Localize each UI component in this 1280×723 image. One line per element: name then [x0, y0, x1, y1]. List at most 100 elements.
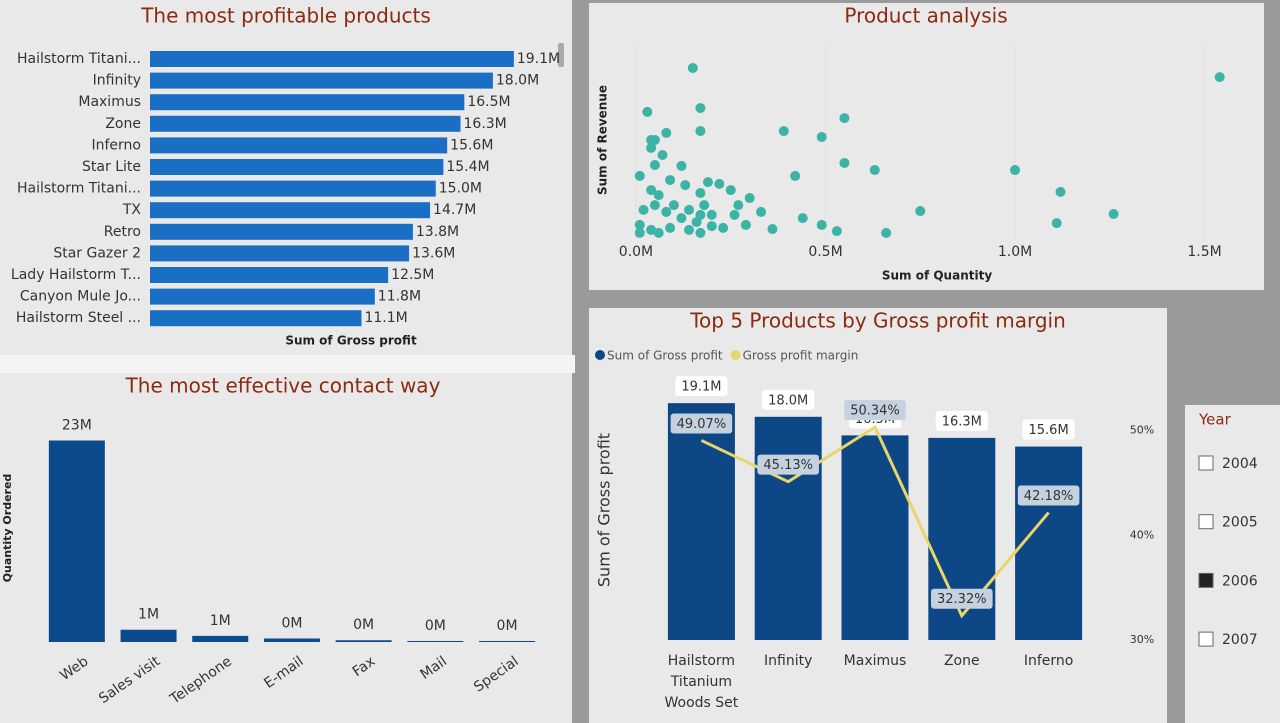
gap	[0, 355, 575, 373]
x-tick-label-box: Maximus	[843, 653, 907, 669]
point	[653, 227, 664, 238]
point	[649, 160, 660, 171]
y2-tick-label: 30%	[1130, 633, 1154, 646]
point	[665, 222, 676, 233]
point	[729, 209, 740, 220]
point	[680, 180, 691, 191]
checkbox[interactable]	[1198, 514, 1214, 530]
legend-label: Gross profit margin	[743, 349, 859, 363]
point	[638, 204, 649, 215]
y-tick-label: Maximus	[78, 94, 141, 110]
point	[816, 219, 827, 230]
x-tick-label: Maximus	[843, 653, 907, 669]
slicer-option[interactable]: 2006	[1222, 573, 1258, 589]
data-label: 19.1M	[517, 51, 560, 67]
legend-marker	[730, 350, 741, 360]
bar	[48, 440, 105, 642]
point	[649, 134, 660, 145]
data-label: 11.1M	[364, 310, 407, 326]
data-label: 14.7M	[433, 202, 476, 218]
x-tick-label: Inferno	[1023, 653, 1074, 669]
point	[695, 103, 706, 114]
bar	[667, 403, 735, 640]
y-tick-label: Star Lite	[82, 159, 141, 175]
point	[695, 209, 706, 220]
data-label: 0M	[425, 618, 446, 634]
bar	[120, 629, 177, 642]
line-label: 32.32%	[937, 592, 987, 607]
bar	[407, 641, 464, 642]
panel	[589, 3, 1264, 290]
point	[733, 200, 744, 211]
point	[839, 157, 850, 168]
point	[778, 126, 789, 137]
y-tick-label: Hailstorm Titani...	[17, 181, 141, 197]
bar	[150, 137, 448, 154]
bar	[150, 310, 362, 327]
point	[790, 170, 801, 181]
y-tick-label: Hailstorm Steel ...	[16, 310, 141, 326]
point	[714, 178, 725, 189]
point	[646, 224, 657, 235]
y-tick-label: Canyon Mule Jo...	[20, 289, 141, 305]
data-label: 15.6M	[1029, 423, 1069, 438]
line-label: 50.34%	[850, 404, 900, 419]
data-label-box	[762, 389, 815, 410]
point	[767, 224, 778, 235]
slicer-option[interactable]: 2004	[1222, 456, 1258, 472]
bar	[335, 640, 392, 642]
bar	[263, 638, 320, 642]
point	[756, 206, 767, 217]
line-label: 45.13%	[763, 458, 813, 473]
bar	[150, 245, 410, 262]
slicer-title: Year	[1198, 411, 1232, 429]
bar	[150, 202, 431, 219]
point	[684, 204, 695, 215]
y-tick-label: Lady Hailstorm T...	[11, 267, 141, 283]
checkbox[interactable]	[1198, 572, 1214, 588]
x-tick-label-box: Inferno	[1023, 653, 1074, 669]
point	[740, 219, 751, 230]
checkbox[interactable]	[1198, 631, 1214, 647]
bar	[150, 288, 375, 305]
x-tick-label-box: Infinity	[764, 653, 812, 669]
point	[634, 170, 645, 181]
data-label: 18.0M	[768, 393, 808, 408]
point	[706, 209, 717, 220]
point	[797, 213, 808, 224]
data-label: 11.8M	[378, 289, 421, 305]
data-label: 19.1M	[681, 380, 721, 395]
chart-title: The most effective contact way	[125, 374, 441, 398]
bar	[150, 180, 436, 197]
slicer-option[interactable]: 2007	[1222, 632, 1258, 648]
y-axis-label: Quantity Ordered	[1, 474, 14, 583]
slicer-option[interactable]: 2005	[1222, 515, 1258, 531]
bar	[1015, 446, 1083, 640]
point	[695, 227, 706, 238]
point	[646, 185, 657, 196]
x-tick-label-box: Hailstorm Titanium Woods Set	[665, 653, 739, 711]
line-label-box	[931, 588, 993, 609]
line-label-box	[670, 413, 733, 434]
data-label: 16.3M	[942, 414, 982, 429]
point	[687, 62, 698, 73]
y-tick-label: Star Gazer 2	[53, 245, 141, 261]
checkbox[interactable]	[1198, 455, 1214, 471]
point	[915, 206, 926, 217]
point	[657, 149, 668, 160]
legend-marker	[595, 350, 605, 360]
data-label: 13.6M	[412, 245, 455, 261]
scrollbar[interactable]	[558, 43, 564, 67]
x-axis-label: Sum of Gross profit	[285, 334, 417, 348]
bar	[192, 635, 249, 642]
point	[839, 113, 850, 124]
y-tick-label: TX	[122, 202, 142, 218]
bar	[928, 437, 996, 640]
x-tick-label: 1.5M	[1187, 244, 1221, 260]
y-tick-label: Infinity	[93, 73, 141, 89]
data-label: 12.5M	[391, 267, 434, 283]
data-label: 0M	[281, 615, 302, 631]
data-label: 0M	[497, 618, 518, 634]
data-label-box	[675, 376, 728, 397]
point	[1010, 165, 1021, 176]
